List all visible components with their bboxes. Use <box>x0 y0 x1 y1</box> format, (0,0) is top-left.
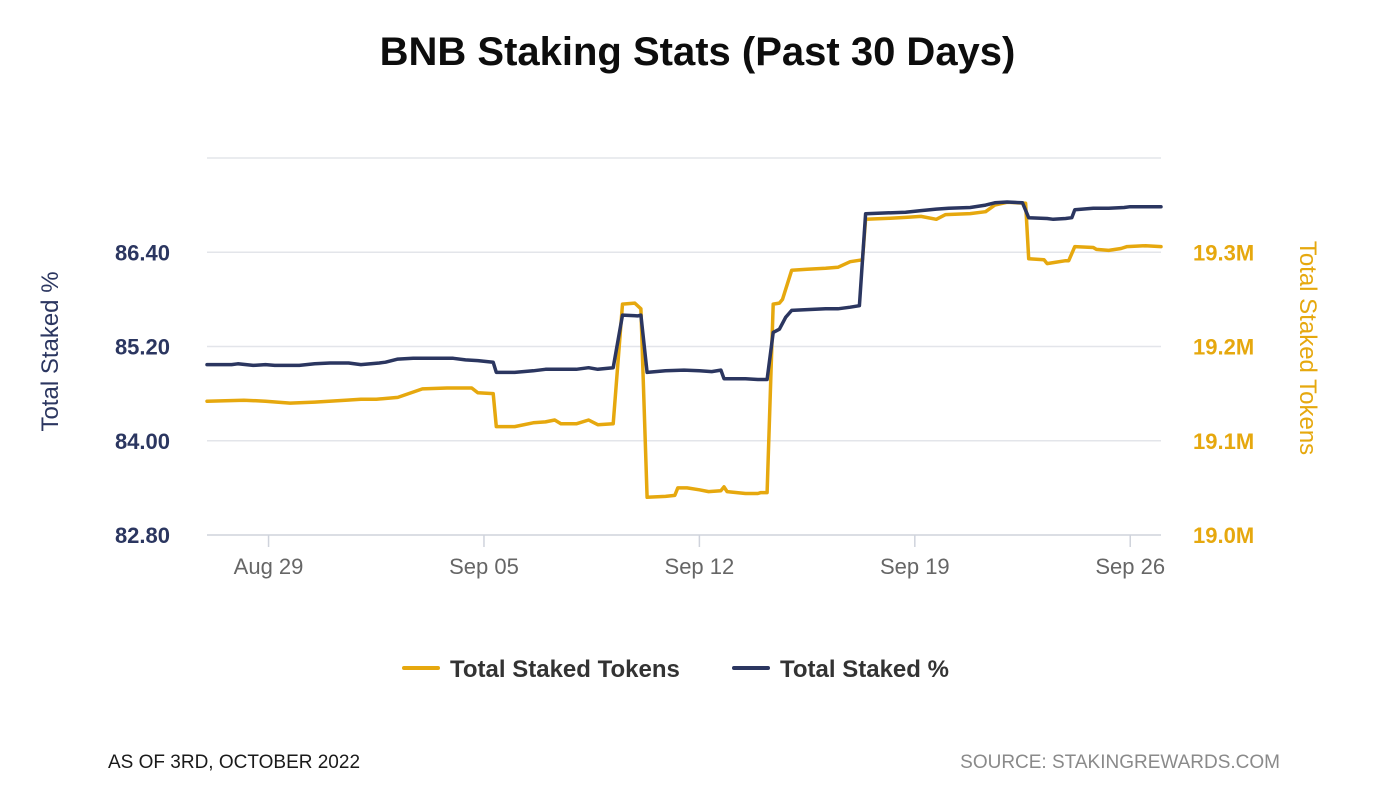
y-left-tick-label: 85.20 <box>115 335 170 360</box>
y-left-axis-title: Total Staked % <box>37 271 64 431</box>
y-left-tick-label: 84.00 <box>115 429 170 454</box>
y-right-tick-label: 19.2M <box>1193 335 1254 360</box>
legend-label-total-staked[interactable]: Total Staked % <box>780 656 949 683</box>
y-right-tick-label: 19.3M <box>1193 240 1254 265</box>
x-tick-label: Sep 19 <box>880 554 950 579</box>
series-line-total-staked-tokens[interactable] <box>205 200 1163 500</box>
x-tick-label: Aug 29 <box>234 554 304 579</box>
y-right-tick-label: 19.1M <box>1193 429 1254 454</box>
y-right-axis-title: Total Staked Tokens <box>1294 241 1321 455</box>
y-right-tick-label: 19.0M <box>1193 523 1254 548</box>
x-tick-label: Sep 12 <box>665 554 735 579</box>
source-credit: SOURCE: STAKINGREWARDS.COM <box>960 752 1280 773</box>
legend-label-total-staked-tokens[interactable]: Total Staked Tokens <box>450 656 680 683</box>
as-of-date: AS OF 3RD, OCTOBER 2022 <box>108 752 361 773</box>
series-line-total-staked[interactable] <box>205 200 1163 382</box>
chart-title: BNB Staking Stats (Past 30 Days) <box>379 30 1016 74</box>
y-left-tick-label: 82.80 <box>115 523 170 548</box>
x-tick-label: Sep 26 <box>1095 554 1165 579</box>
y-left-tick-label: 86.40 <box>115 240 170 265</box>
x-tick-label: Sep 05 <box>449 554 519 579</box>
